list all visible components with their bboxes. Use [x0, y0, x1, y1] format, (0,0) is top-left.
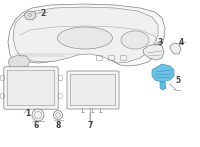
- Polygon shape: [170, 43, 181, 54]
- FancyBboxPatch shape: [67, 71, 119, 109]
- Circle shape: [32, 109, 44, 121]
- FancyBboxPatch shape: [70, 74, 116, 106]
- Polygon shape: [24, 11, 36, 20]
- Polygon shape: [152, 64, 174, 82]
- Ellipse shape: [58, 27, 112, 49]
- FancyBboxPatch shape: [4, 67, 58, 109]
- Circle shape: [54, 111, 62, 120]
- Polygon shape: [143, 44, 164, 60]
- FancyBboxPatch shape: [7, 70, 55, 106]
- Polygon shape: [160, 82, 166, 90]
- Polygon shape: [8, 55, 30, 68]
- Polygon shape: [8, 4, 165, 66]
- Text: 8: 8: [55, 122, 61, 131]
- Ellipse shape: [121, 31, 149, 49]
- Text: 4: 4: [178, 37, 184, 46]
- Text: 2: 2: [40, 9, 46, 17]
- Text: 1: 1: [25, 108, 31, 117]
- Text: 6: 6: [33, 122, 39, 131]
- Text: 7: 7: [87, 121, 93, 130]
- Polygon shape: [13, 7, 158, 63]
- Text: 3: 3: [157, 37, 163, 46]
- Text: 5: 5: [175, 76, 181, 85]
